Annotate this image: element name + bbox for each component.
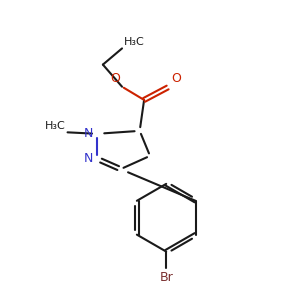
Text: H₃C: H₃C: [124, 37, 144, 47]
Text: N: N: [84, 152, 94, 165]
Text: Br: Br: [159, 271, 173, 284]
Text: O: O: [172, 72, 182, 85]
Text: O: O: [110, 72, 120, 85]
Text: N: N: [84, 127, 94, 140]
Text: H₃C: H₃C: [45, 121, 66, 131]
